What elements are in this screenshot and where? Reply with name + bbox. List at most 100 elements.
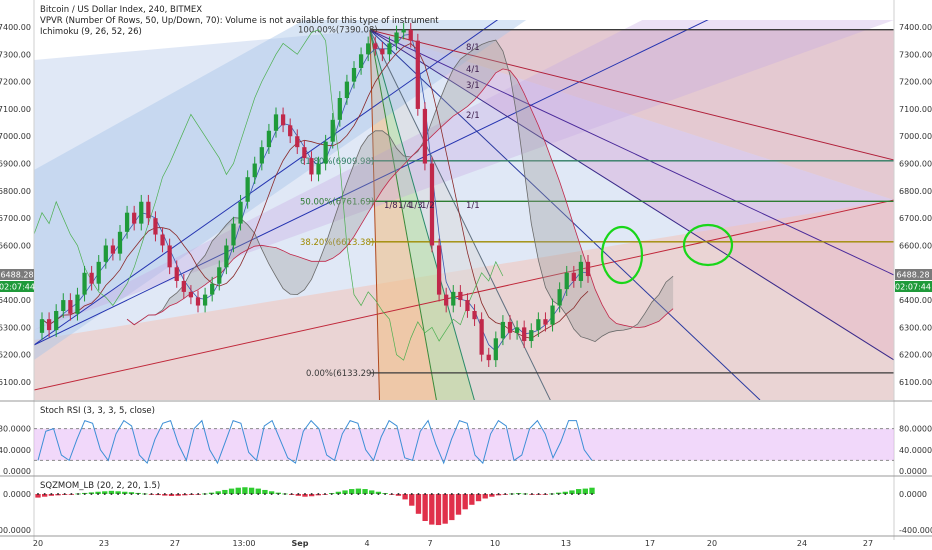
ichimoku-indicator-label[interactable]: Ichimoku (9, 26, 52, 26) <box>40 27 142 37</box>
sqz-dot <box>183 493 186 495</box>
candle-body <box>54 311 59 331</box>
sqz-right-tick: 0.0000 <box>899 490 927 499</box>
stoch-left-tick: 40.0000 <box>0 446 31 455</box>
marker-circle-left[interactable] <box>600 225 644 285</box>
left-axis-tick: 6600.00 <box>0 241 31 250</box>
sqz-dot <box>364 493 367 495</box>
candle-body <box>337 98 342 120</box>
sqz-dot <box>544 493 547 495</box>
gann-fan-1-3[interactable] <box>369 29 480 420</box>
sqz-dot <box>177 493 180 495</box>
candle-body <box>358 54 364 68</box>
sqz-dot <box>270 493 273 495</box>
sqz-dot <box>384 493 387 495</box>
sqzmom-label[interactable]: SQZMOM_LB (20, 2, 20, 1.5) <box>40 481 160 491</box>
sqz-dot <box>337 493 340 495</box>
sqz-dot <box>250 493 253 495</box>
time-axis-tick: 27 <box>863 539 873 548</box>
time-axis-tick: 20 <box>707 539 717 548</box>
stoch-rsi-label[interactable]: Stoch RSI (3, 3, 3, 5, close) <box>40 406 155 416</box>
sqz-dot <box>297 493 300 495</box>
sqz-histogram-bar <box>589 487 595 494</box>
gann-fan-1-8[interactable] <box>369 29 380 420</box>
sqz-dot <box>103 493 106 495</box>
fib-retracement[interactable]: 100.00%(7390.08) 61.80%(6909.98) 50.00%(67… <box>298 26 894 379</box>
sqz-dot <box>137 493 140 495</box>
candle-body <box>132 212 137 224</box>
fan-fill-red <box>370 30 894 200</box>
sqz-histogram-bar <box>562 491 568 494</box>
sqz-histogram-bar <box>242 487 248 494</box>
sqz-histogram-bar <box>429 494 435 525</box>
left-axis-tick: 6400.00 <box>0 296 31 305</box>
sqz-left-tick: -400.0000 <box>0 526 31 535</box>
time-axis-tick: 4 <box>364 539 369 548</box>
sqz-dot <box>83 493 86 495</box>
sqz-histogram-bar <box>442 494 448 524</box>
marker-circle-right[interactable] <box>682 223 734 267</box>
candle-body <box>465 300 470 311</box>
candle-body <box>295 136 300 148</box>
left-axis-tick: 6800.00 <box>0 187 31 196</box>
gann-fan-labels: 8/1 4/1 3/1 2/1 1/1 1/8 1/41/31/2 <box>384 43 480 211</box>
candle-body <box>46 319 52 331</box>
sqz-histogram-bar <box>415 494 422 514</box>
right-axis-tick: 7200.00 <box>899 78 932 87</box>
sqz-dot <box>410 493 413 495</box>
right-axis-tick: 7400.00 <box>899 23 932 32</box>
right-axis-tick: 6600.00 <box>899 241 932 250</box>
sqz-histogram-bar <box>228 488 235 494</box>
sqz-dot <box>530 493 533 495</box>
sqz-dot <box>277 493 280 495</box>
candle-body <box>451 291 456 306</box>
sqz-dot <box>524 493 527 495</box>
uptrend-line-upper[interactable] <box>34 0 540 346</box>
candle-body <box>181 280 186 292</box>
candle-body <box>82 272 87 295</box>
main-price-pane[interactable] <box>34 0 894 420</box>
sqz-dot <box>490 493 493 495</box>
candle-body <box>174 267 179 281</box>
candle-body <box>550 305 555 325</box>
gann-fan-label: 1/3 <box>409 201 423 211</box>
time-axis-tick: Sep <box>292 539 309 548</box>
candle-body <box>557 289 562 306</box>
squeeze-momentum-pane[interactable]: 0.0000 0.0000 -400.0000 -400.0000 <box>0 487 932 535</box>
candle-body <box>231 223 236 246</box>
gann-fan-3-1[interactable] <box>369 29 894 361</box>
gann-fan-label: 1/4 <box>398 201 412 211</box>
time-axis-tick: 24 <box>797 539 807 548</box>
sqz-dot <box>564 493 567 495</box>
time-axis[interactable]: 20 23 27 13:00 Sep 4 7 10 13 17 20 24 27 <box>33 539 873 548</box>
sqz-dot <box>50 493 53 495</box>
vpvr-indicator-label[interactable]: VPVR (Number Of Rows, 50, Up/Down, 70): … <box>40 16 439 26</box>
gann-fan-1-4[interactable] <box>369 29 440 420</box>
sqz-dot <box>123 493 126 495</box>
sqz-dot <box>317 493 320 495</box>
left-axis-tick: 6200.00 <box>0 351 31 360</box>
sqz-dot <box>444 493 447 495</box>
candle-body <box>401 29 406 33</box>
chart-title: Bitcoin / US Dollar Index, 240, BITMEX <box>40 5 202 15</box>
sqz-dot <box>263 493 266 495</box>
time-axis-tick: 13 <box>561 539 571 548</box>
gann-fan-4-1[interactable] <box>369 29 894 276</box>
candle-body <box>571 272 576 281</box>
upper-channel-fill <box>34 20 894 330</box>
sqz-dot <box>210 493 213 495</box>
sqz-dot <box>497 493 500 495</box>
sqz-dot <box>130 493 133 495</box>
stoch-left-tick: 0.0000 <box>3 467 31 476</box>
stoch-rsi-pane[interactable]: 80.0000 80.0000 40.0000 40.0000 0.0000 0.0000 <box>0 419 932 476</box>
trend-line-red[interactable] <box>34 199 894 391</box>
left-axis-tick: 7200.00 <box>0 78 31 87</box>
sqz-dot <box>110 493 113 495</box>
left-axis-tick: 6300.00 <box>0 323 31 332</box>
gann-fan-8-1[interactable] <box>369 29 894 161</box>
ichimoku-kijun <box>41 42 589 339</box>
gann-fan-2-1[interactable] <box>369 29 761 400</box>
sqz-dot <box>450 493 453 495</box>
gann-fan-1-1[interactable] <box>369 29 560 420</box>
right-axis-tick: 7000.00 <box>899 132 932 141</box>
